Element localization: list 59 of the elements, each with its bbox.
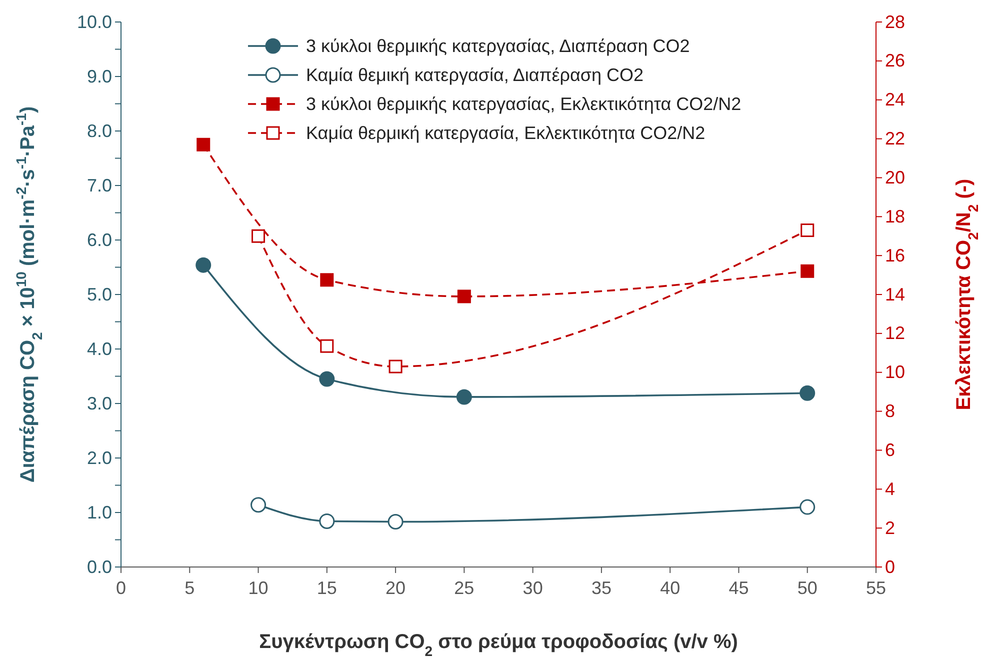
y2-tick-label: 16 [885, 245, 906, 266]
point [319, 371, 335, 387]
x-tick-label: 15 [316, 578, 337, 598]
y2-tick-label: 18 [885, 206, 906, 226]
legend-label: Καμία θερμική κατεργασία, Εκλεκτικότητα CO2/N2 [306, 123, 706, 143]
legend-label: 3 κύκλοι θερμικής κατεργασίας, Εκλεκτικότητα CO2/N2 [306, 94, 742, 114]
y-tick-label: 8.0 [86, 120, 112, 141]
point [196, 257, 212, 273]
x-tick-label: 45 [728, 578, 749, 598]
y2-tick-label: 0 [885, 556, 896, 577]
point [800, 224, 814, 238]
y-tick-label: 10.0 [76, 12, 112, 32]
y-tick-label: 4.0 [86, 338, 112, 359]
x-tick-label: 35 [591, 578, 612, 598]
x-tick-label: 30 [522, 578, 543, 598]
y2-tick-label: 20 [885, 167, 906, 188]
x-tick-label: 40 [660, 578, 680, 598]
y-tick-label: 7.0 [86, 175, 112, 196]
y2-tick-label: 26 [885, 50, 906, 71]
point [800, 385, 816, 401]
point [196, 138, 210, 152]
point [252, 229, 266, 243]
x-axis-title: Συγκέντρωση CO$_{2}$ στο ρεύμα τροφοδοσίας (v/v %) [259, 631, 738, 659]
point [319, 513, 335, 529]
x-tick-label: 55 [866, 578, 886, 598]
y-tick-label: 3.0 [86, 393, 112, 414]
legend-label: Καμία θεμική κατεργασία, Διαπέραση CO2 [306, 65, 644, 85]
y2-tick-label: 28 [885, 12, 906, 32]
point [388, 360, 402, 374]
point [250, 497, 266, 513]
x-tick-label: 50 [797, 578, 818, 598]
y2-tick-label: 4 [885, 478, 896, 499]
point [800, 264, 814, 278]
x-tick-label: 10 [248, 578, 268, 598]
y-tick-label: 1.0 [86, 502, 112, 522]
point [800, 499, 816, 515]
point [320, 339, 334, 353]
x-tick-label: 20 [386, 578, 406, 598]
point [388, 514, 404, 530]
point [320, 273, 334, 287]
y2-tick-label: 8 [885, 401, 896, 422]
y2-tick-label: 10 [885, 362, 906, 382]
y2-tick-label: 22 [885, 128, 906, 149]
y2-tick-label: 6 [885, 440, 896, 460]
y-tick-label: 9.0 [86, 66, 112, 86]
y2-tick-label: 12 [885, 323, 906, 344]
y-tick-label: 6.0 [86, 230, 112, 250]
y-tick-label: 2.0 [86, 448, 112, 468]
y2-tick-label: 2 [885, 518, 896, 538]
x-tick-label: 5 [184, 578, 195, 598]
legend-label: 3 κύκλοι θερμικής κατεργασίας, Διαπέραση CO2 [306, 36, 690, 56]
y2-tick-label: 24 [885, 90, 906, 110]
y2-tick-label: 14 [885, 284, 906, 304]
y-tick-label: 0.0 [86, 556, 112, 577]
point [457, 290, 471, 304]
x-tick-label: 0 [116, 578, 126, 598]
point [456, 389, 472, 405]
y-tick-label: 5.0 [86, 284, 112, 304]
x-tick-label: 25 [454, 578, 474, 598]
